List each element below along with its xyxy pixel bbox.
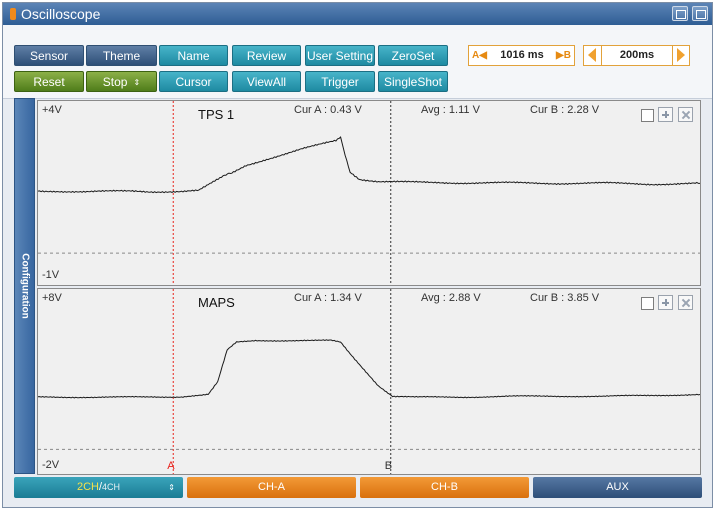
cursor-delta-value: 1016 ms xyxy=(500,49,544,61)
window-title: Oscilloscope xyxy=(21,6,101,22)
add-icon[interactable] xyxy=(658,107,673,122)
cursor-a-value: Cur A : 0.43 V xyxy=(294,104,362,116)
configuration-tab-label: Configuration xyxy=(19,253,30,319)
user-setting-button[interactable]: User Setting xyxy=(305,45,375,66)
channel-count-select[interactable]: 2CH/4CH ⇕ xyxy=(14,477,183,498)
cursor-a-label: A xyxy=(167,460,175,472)
cursor-b-marker: ▶B xyxy=(556,50,571,61)
toolbar: Sensor Theme Name Review User Setting ZeroSet… xyxy=(3,25,712,99)
viewall-button-label: ViewAll xyxy=(246,75,287,89)
cursor-a-marker: A◀ xyxy=(472,50,487,61)
time-div-control[interactable]: 200ms xyxy=(583,45,690,66)
name-button[interactable]: Name xyxy=(159,45,228,66)
scale-top-label: +8V xyxy=(42,292,62,304)
ch-a-button[interactable]: CH-A xyxy=(187,477,356,498)
cursor-a-value: Cur A : 1.34 V xyxy=(294,292,362,304)
channel-count-separator: / xyxy=(98,481,103,493)
channel-select-checkbox[interactable] xyxy=(641,109,654,122)
theme-button-label: Theme xyxy=(102,49,141,63)
stop-button[interactable]: Stop ⇕ xyxy=(86,71,157,92)
app-icon xyxy=(10,8,16,20)
configuration-tab[interactable]: Configuration xyxy=(14,98,35,474)
review-button[interactable]: Review xyxy=(232,45,301,66)
theme-button[interactable]: Theme xyxy=(86,45,157,66)
signal-trace xyxy=(38,136,700,194)
channel-title: MAPS xyxy=(198,295,235,310)
updown-arrows-icon: ⇕ xyxy=(133,78,141,87)
average-value: Avg : 2.88 V xyxy=(421,292,481,304)
sensor-button-label: Sensor xyxy=(29,49,69,63)
scale-bottom-label: -2V xyxy=(42,459,60,471)
stop-button-label: Stop xyxy=(102,75,128,89)
add-icon[interactable] xyxy=(658,295,673,310)
waveform-plot[interactable] xyxy=(38,289,700,474)
trigger-button-label: Trigger xyxy=(321,75,359,89)
cursor-b-label: B xyxy=(384,460,393,472)
updown-arrows-icon: ⇕ xyxy=(168,483,175,492)
layout-icon[interactable] xyxy=(672,6,688,21)
cursor-b-value: Cur B : 2.28 V xyxy=(530,104,600,116)
close-icon[interactable] xyxy=(678,295,693,310)
trigger-button[interactable]: Trigger xyxy=(305,71,375,92)
reset-button-label: Reset xyxy=(33,75,65,89)
user-setting-button-label: User Setting xyxy=(306,49,374,63)
channel-title: TPS 1 xyxy=(198,107,235,122)
cursor-button-label: Cursor xyxy=(175,75,212,89)
signal-trace xyxy=(38,339,700,399)
inactive-channel-count: 4CH xyxy=(102,482,121,492)
cursor-b-value: Cur B : 3.85 V xyxy=(530,292,600,304)
window-toggle-icon[interactable] xyxy=(692,6,708,21)
time-decrease-icon[interactable] xyxy=(588,48,596,62)
zeroset-button[interactable]: ZeroSet xyxy=(378,45,448,66)
reset-button[interactable]: Reset xyxy=(14,71,84,92)
singleshot-button-label: SingleShot xyxy=(383,75,443,89)
cursor-button[interactable]: Cursor xyxy=(159,71,228,92)
waveform-plot[interactable] xyxy=(38,101,700,285)
zeroset-button-label: ZeroSet xyxy=(391,49,435,63)
name-button-label: Name xyxy=(177,49,210,63)
close-icon[interactable] xyxy=(678,107,693,122)
review-button-label: Review xyxy=(246,49,287,63)
singleshot-button[interactable]: SingleShot xyxy=(378,71,448,92)
average-value: Avg : 1.11 V xyxy=(421,104,480,116)
time-increase-icon[interactable] xyxy=(677,48,685,62)
oscilloscope-window: Oscilloscope Sensor Theme Name Review User S… xyxy=(2,2,713,508)
sensor-button[interactable]: Sensor xyxy=(14,45,84,66)
viewall-button[interactable]: ViewAll xyxy=(232,71,301,92)
time-div-value: 200ms xyxy=(619,49,655,61)
aux-button[interactable]: AUX xyxy=(533,477,702,498)
ch-b-button[interactable]: CH-B xyxy=(360,477,529,498)
titlebar: Oscilloscope xyxy=(3,3,712,25)
channel-panel-tps: +4V -1V TPS 1 Cur A : 0.43 V Avg : 1.11 … xyxy=(37,100,701,286)
active-channel-count: 2CH xyxy=(76,481,99,493)
channel-select-checkbox[interactable] xyxy=(641,297,654,310)
bottom-bar: 2CH/4CH ⇕ CH-A CH-B AUX xyxy=(14,477,704,499)
scale-bottom-label: -1V xyxy=(42,269,60,281)
scale-top-label: +4V xyxy=(42,104,62,116)
channel-panel-maps: +8V -2V MAPS Cur A : 1.34 V Avg : 2.88 V… xyxy=(37,288,701,475)
cursor-time-display[interactable]: A◀ 1016 ms ▶B xyxy=(468,45,575,66)
